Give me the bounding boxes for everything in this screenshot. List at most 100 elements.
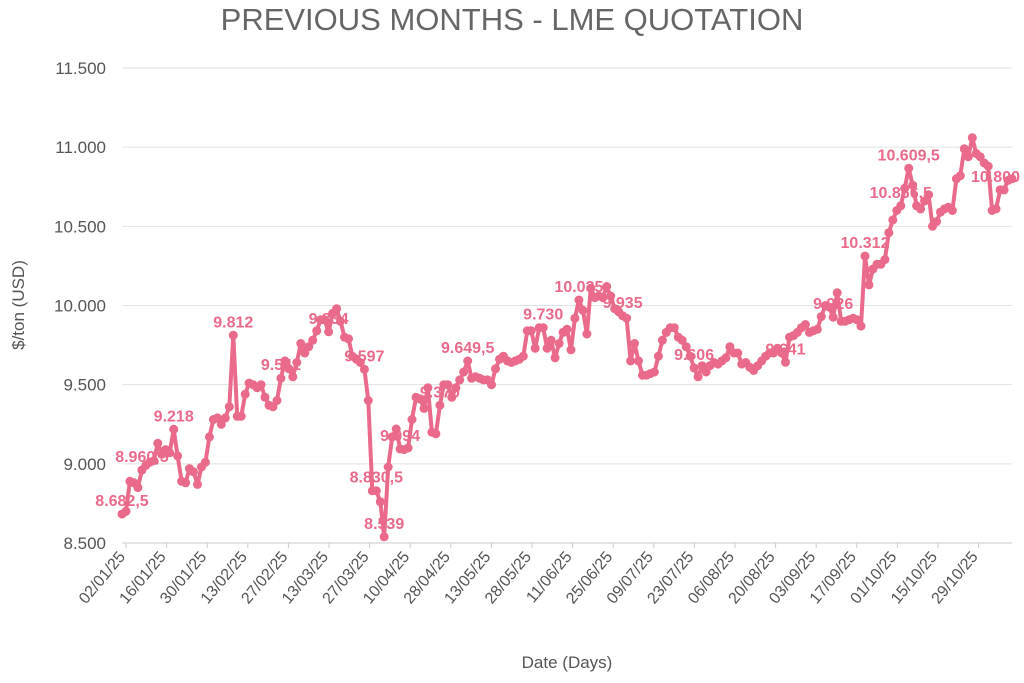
data-point: [816, 312, 826, 322]
data-label: 8.539: [364, 516, 404, 533]
data-point: [1007, 174, 1017, 184]
data-point: [991, 204, 1001, 214]
data-label: 9.730: [523, 307, 563, 324]
data-point: [947, 206, 957, 215]
data-point: [526, 326, 536, 336]
data-point: [391, 424, 401, 434]
data-point: [379, 532, 389, 542]
data-point: [332, 304, 342, 314]
data-point: [153, 438, 163, 448]
y-tick-label: 10.000: [54, 297, 106, 316]
data-point: [165, 448, 175, 458]
data-point: [324, 327, 334, 337]
data-point: [681, 342, 691, 352]
data-label: 10.866,5: [870, 185, 932, 202]
data-point: [721, 353, 731, 363]
data-point: [407, 415, 417, 424]
data-point: [296, 339, 306, 348]
data-point: [586, 283, 596, 293]
data-point: [828, 312, 838, 322]
data-point: [924, 190, 934, 200]
data-label: 8.830,5: [350, 470, 403, 487]
data-point: [693, 372, 703, 382]
y-tick-label: 9.500: [63, 376, 106, 395]
data-label: 9.926: [813, 296, 853, 313]
data-point: [832, 288, 842, 298]
data-point: [781, 357, 790, 367]
data-point: [649, 367, 659, 377]
data-point: [554, 339, 564, 348]
data-point: [193, 479, 202, 489]
data-point: [204, 432, 214, 442]
data-label: 9.649,5: [441, 340, 494, 357]
data-point: [173, 451, 183, 461]
data-point: [189, 467, 198, 477]
data-point: [562, 324, 572, 334]
data-labels: 8.682,5 8.960,5 9.218 9.812 9.541 9.834 9.597 8…: [95, 147, 1020, 533]
data-point: [308, 335, 318, 345]
data-point: [320, 315, 330, 325]
data-point: [566, 345, 576, 355]
data-point: [292, 358, 302, 367]
data-point: [657, 335, 667, 345]
data-label: 8.960,5: [115, 449, 168, 466]
y-tick-label: 9.000: [63, 455, 106, 474]
data-point: [312, 326, 322, 336]
data-point: [451, 383, 461, 393]
data-point: [272, 396, 282, 405]
data-point: [256, 380, 266, 390]
data-point: [288, 372, 298, 382]
data-label: 9.641: [765, 341, 805, 358]
data-point: [518, 351, 528, 361]
data-point: [455, 375, 465, 385]
data-point: [932, 217, 941, 227]
data-label: 9.370: [420, 384, 460, 401]
data-point: [447, 392, 457, 402]
data-point: [860, 251, 870, 261]
data-point: [574, 295, 584, 305]
chart-title: PREVIOUS MONTHS - LME QUOTATION: [220, 2, 804, 37]
data-point: [459, 367, 469, 377]
y-tick-label: 10.500: [54, 217, 106, 236]
data-point: [582, 329, 592, 339]
data-point: [220, 413, 230, 423]
data-point: [904, 163, 914, 173]
data-label: 10.312: [841, 235, 890, 252]
data-point: [228, 330, 238, 340]
data-point: [169, 424, 179, 434]
data-point: [121, 506, 131, 516]
data-point: [955, 171, 965, 181]
data-point: [423, 383, 433, 393]
data-point: [602, 282, 612, 291]
data-label: 10.800: [971, 169, 1020, 186]
data-point: [355, 358, 365, 367]
data-point: [777, 348, 787, 358]
data-point: [443, 380, 453, 390]
data-label: 9.218: [154, 408, 194, 425]
data-point: [578, 305, 588, 315]
data-label: 9.597: [344, 348, 384, 365]
y-tick-label: 11.000: [55, 138, 106, 157]
data-point: [864, 280, 874, 290]
data-label: 9.541: [261, 357, 301, 374]
data-point: [181, 478, 191, 488]
data-point: [884, 228, 894, 238]
data-point: [812, 324, 822, 334]
x-axis-label: Date (Days): [522, 653, 613, 672]
data-point: [336, 316, 345, 326]
data-points: [117, 133, 1017, 542]
data-point: [487, 380, 496, 390]
data-point: [240, 389, 250, 399]
data-point: [999, 185, 1009, 195]
data-point: [733, 348, 743, 358]
data-point: [598, 293, 608, 303]
data-point: [983, 161, 993, 171]
data-point: [133, 483, 143, 493]
data-point: [800, 320, 810, 329]
data-point: [419, 403, 429, 413]
data-point: [403, 443, 413, 453]
data-point: [491, 364, 500, 374]
data-point: [669, 323, 679, 333]
data-point: [626, 356, 636, 366]
data-point: [880, 255, 890, 265]
